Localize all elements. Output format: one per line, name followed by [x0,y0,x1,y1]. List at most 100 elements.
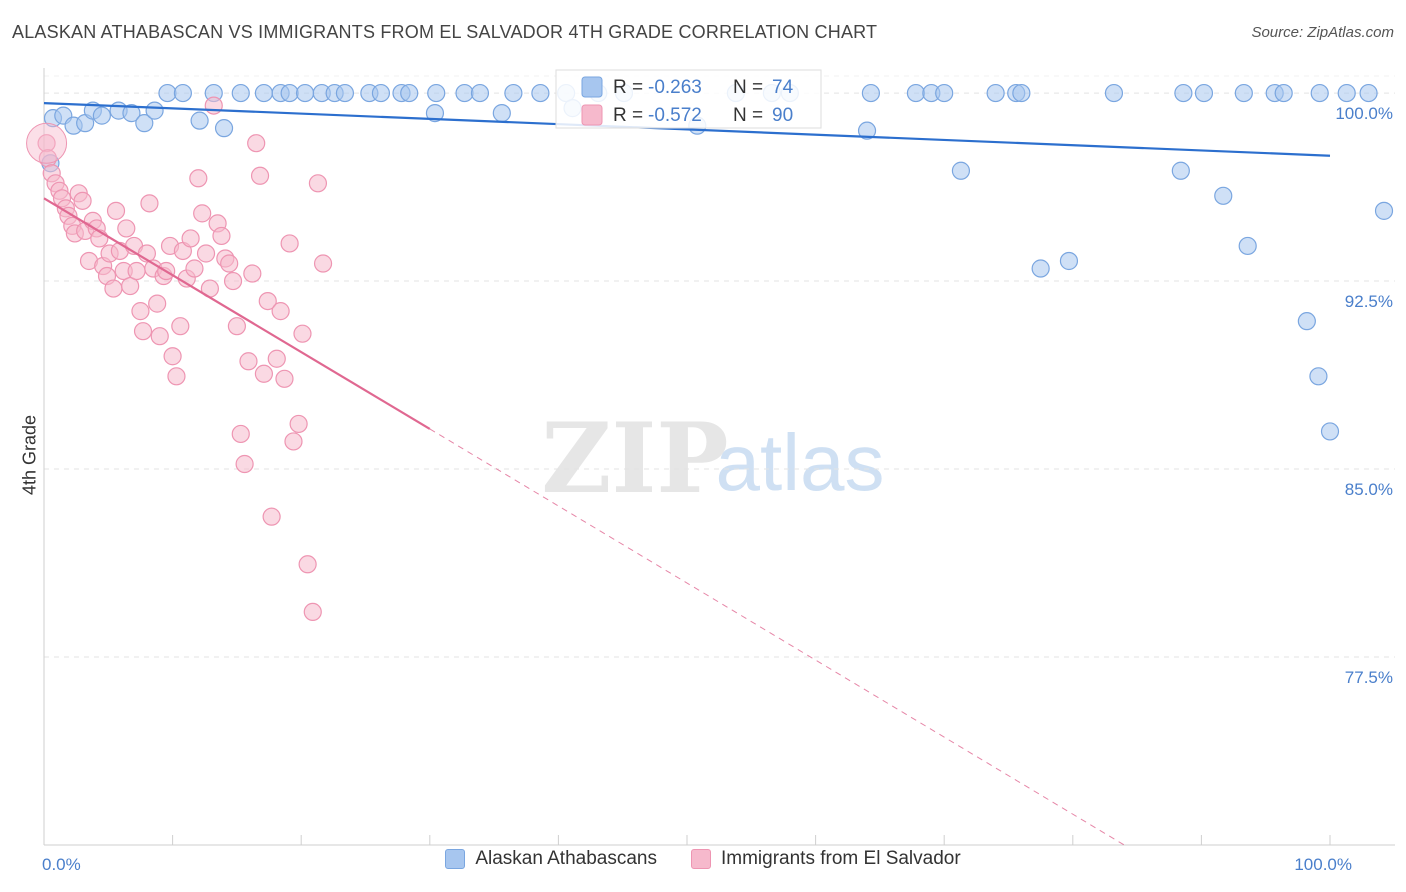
point-el-salvador [293,324,312,343]
point-athabascan [1031,259,1050,278]
point-athabascan [190,111,209,130]
point-el-salvador [148,294,167,313]
point-el-salvador [117,219,136,238]
trendline-el-salvador-extension [429,428,1125,846]
point-athabascan [280,83,299,103]
point-athabascan [1194,83,1214,103]
point-athabascan [504,83,523,103]
point-athabascan [173,83,192,103]
point-athabascan [1214,186,1233,205]
stats-r-value: -0.263 [648,77,702,98]
point-el-salvador [271,302,290,321]
stats-swatch-pink [581,104,603,126]
point-athabascan [1337,83,1356,103]
point-el-salvador [193,204,212,223]
point-el-salvador [275,369,294,388]
point-athabascan [1359,83,1378,103]
legend-item-athabascans[interactable]: Alaskan Athabascans [445,848,657,870]
stats-r-label: R = [613,105,643,126]
point-athabascan [861,83,880,103]
point-athabascan [1059,251,1079,271]
point-el-salvador [243,264,262,283]
point-athabascan [1309,367,1328,386]
point-athabascan [371,83,391,103]
point-athabascan [1174,83,1193,103]
legend-item-el-salvador[interactable]: Immigrants from El Salvador [691,848,961,870]
point-athabascan [1297,312,1316,331]
point-el-salvador [231,424,250,444]
point-athabascan [335,83,355,103]
trendline-athabascans [43,101,1331,157]
point-athabascan [492,104,511,123]
point-el-salvador [247,134,266,153]
bottom-legend: Alaskan Athabascans Immigrants from El S… [0,848,1406,870]
point-el-salvador [313,254,333,273]
point-athabascan [92,106,111,125]
point-el-salvador [150,327,169,346]
point-athabascan [1320,422,1340,441]
point-el-salvador-large [26,122,68,164]
point-athabascan [400,83,419,103]
point-el-salvador [106,201,126,220]
y-tick-label: 92.5% [1345,292,1393,311]
stats-r-value: -0.572 [648,105,702,126]
stats-swatch-blue [581,76,603,98]
x-tick-label: 100.0% [1294,855,1352,874]
point-el-salvador [250,166,270,185]
point-el-salvador [254,364,274,383]
point-el-salvador [289,414,308,434]
point-athabascan [122,104,141,123]
point-athabascan [1374,201,1394,220]
point-athabascan [857,121,877,140]
point-el-salvador [104,279,123,298]
point-athabascan [158,83,177,103]
point-el-salvador [127,261,146,281]
point-el-salvador [185,259,204,278]
source-credit: Source: ZipAtlas.com [1251,24,1394,41]
point-el-salvador [212,226,231,246]
point-el-salvador [239,352,258,371]
legend-swatch-blue [445,849,466,869]
point-athabascan [1234,83,1253,103]
point-athabascan [455,83,474,103]
legend-swatch-pink [691,849,711,869]
point-athabascan [231,83,250,103]
point-el-salvador [196,244,216,263]
point-el-salvador [140,194,159,213]
point-el-salvador [284,432,303,451]
stats-n-label: N = [733,105,763,126]
point-athabascan [145,101,164,120]
point-el-salvador [189,169,208,188]
point-el-salvador [167,367,186,386]
point-athabascan [531,83,550,103]
point-el-salvador [267,349,286,368]
point-athabascan [295,83,315,103]
point-athabascan [1104,83,1124,103]
watermark-zip: ZIP [541,402,728,515]
y-tick-label: 100.0% [1335,104,1393,123]
point-el-salvador [280,234,299,253]
point-el-salvador [227,317,246,336]
stats-n-value: 90 [772,105,793,126]
y-tick-label: 77.5% [1345,668,1393,687]
point-el-salvador [121,276,140,296]
point-athabascan [135,114,154,133]
stats-n-value: 74 [772,77,794,98]
point-athabascan [1171,161,1190,180]
legend-label-athabascans: Alaskan Athabascans [475,848,657,869]
point-athabascan [935,83,954,103]
point-el-salvador [298,555,317,574]
point-el-salvador [163,347,182,366]
point-athabascan [986,83,1005,103]
trendline-el-salvador [43,197,431,430]
point-el-salvador [171,317,190,336]
point-el-salvador [181,229,200,248]
point-el-salvador [204,96,223,115]
point-athabascan [951,161,971,180]
point-el-salvador [133,322,153,341]
point-athabascan [214,119,234,138]
legend-label-el-salvador: Immigrants from El Salvador [721,848,961,869]
point-el-salvador [303,602,322,622]
point-athabascan [1274,83,1293,103]
point-athabascan [1012,83,1031,103]
